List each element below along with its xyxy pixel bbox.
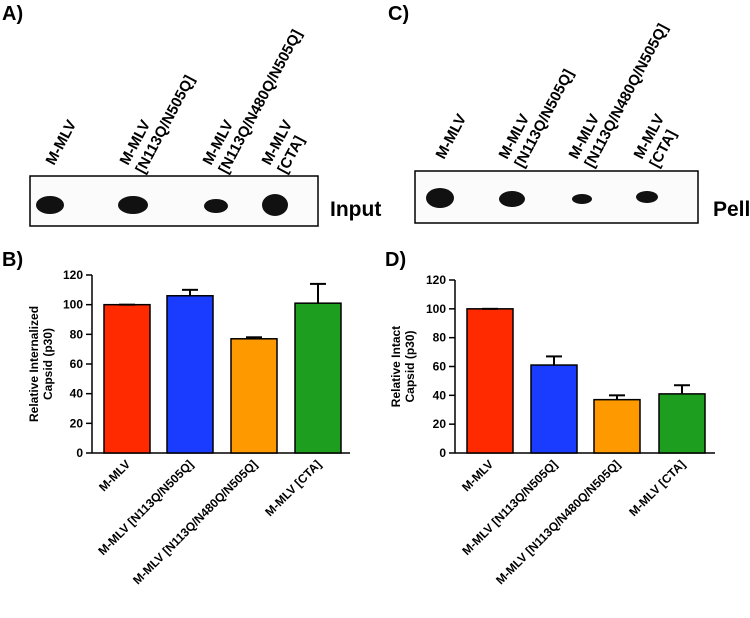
y-tick-label: 40 (70, 387, 84, 401)
lane-label: M-MLV[CTA] (259, 117, 309, 176)
band (426, 188, 454, 208)
bar (230, 338, 278, 454)
x-tick-label: M-MLV [CTA] (626, 457, 688, 519)
y-axis-label-line: Capsid (p30) (403, 330, 417, 402)
y-tick-label: 80 (433, 331, 447, 345)
bar (658, 393, 706, 454)
band (499, 191, 525, 207)
y-axis-label: Relative Internalized Capsid (p30) (27, 306, 55, 422)
band (262, 194, 288, 216)
bar (166, 295, 214, 454)
x-tick-label: M-MLV [CTA] (262, 457, 324, 519)
y-axis-label-line: Capsid (p30) (41, 328, 55, 400)
band (118, 196, 148, 214)
band (204, 199, 228, 213)
bar (593, 398, 641, 454)
x-tick-label: M-MLV [N113Q/N480Q/N505Q] (493, 457, 623, 587)
panel-label: B) (2, 249, 23, 271)
blot-bands (36, 188, 658, 216)
panel-label: D) (385, 249, 406, 271)
bar (103, 303, 151, 454)
y-tick-label: 60 (70, 357, 84, 371)
y-axis-label-line: Relative Intact (389, 326, 403, 407)
y-tick-label: 0 (439, 446, 446, 460)
bar (294, 302, 342, 454)
panel-label: A) (2, 3, 23, 25)
lane-label: M-MLV[N113Q/N505Q] (117, 73, 199, 177)
x-tick-label: M-MLV [N113Q/N480Q/N505Q] (130, 457, 260, 587)
lane-label: M-MLV (43, 117, 81, 167)
y-tick-label: 60 (433, 360, 447, 374)
blot-label: Pellet (713, 198, 750, 221)
y-tick-label: 100 (426, 302, 446, 316)
band (572, 194, 592, 204)
blot-label: Input (330, 198, 381, 221)
y-tick-label: 100 (63, 298, 83, 312)
y-tick-label: 120 (63, 268, 83, 282)
y-tick-label: 40 (433, 388, 447, 402)
y-tick-label: 80 (70, 327, 84, 341)
bar (530, 364, 578, 454)
panel-label: C) (388, 3, 409, 25)
y-tick-label: 120 (426, 273, 446, 287)
band (636, 191, 658, 203)
lane-label: M-MLV (433, 111, 471, 161)
bar (466, 308, 514, 454)
lane-label-line: M-MLV (433, 111, 471, 161)
lane-label-line: M-MLV (43, 117, 81, 167)
y-tick-label: 20 (70, 416, 84, 430)
y-tick-label: 0 (76, 446, 83, 460)
y-tick-label: 20 (433, 417, 447, 431)
x-tick-label: M-MLV (459, 457, 496, 494)
y-axis-label: Relative Intact Capsid (p30) (389, 326, 417, 407)
band (36, 196, 64, 214)
x-tick-label: M-MLV (96, 457, 133, 494)
y-axis-label-line: Relative Internalized (27, 306, 41, 422)
lane-label: M-MLV[CTA] (631, 111, 681, 170)
